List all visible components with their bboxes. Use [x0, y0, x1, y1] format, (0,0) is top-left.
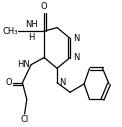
Text: NH: NH — [25, 20, 38, 29]
Text: HN: HN — [17, 60, 30, 69]
Text: CH₃: CH₃ — [2, 27, 18, 36]
Text: Cl: Cl — [20, 115, 29, 124]
Text: N: N — [59, 78, 65, 87]
Text: O: O — [41, 2, 47, 11]
Text: H: H — [28, 33, 35, 42]
Text: N: N — [73, 34, 79, 43]
Text: N: N — [73, 53, 79, 62]
Text: O: O — [5, 78, 12, 87]
